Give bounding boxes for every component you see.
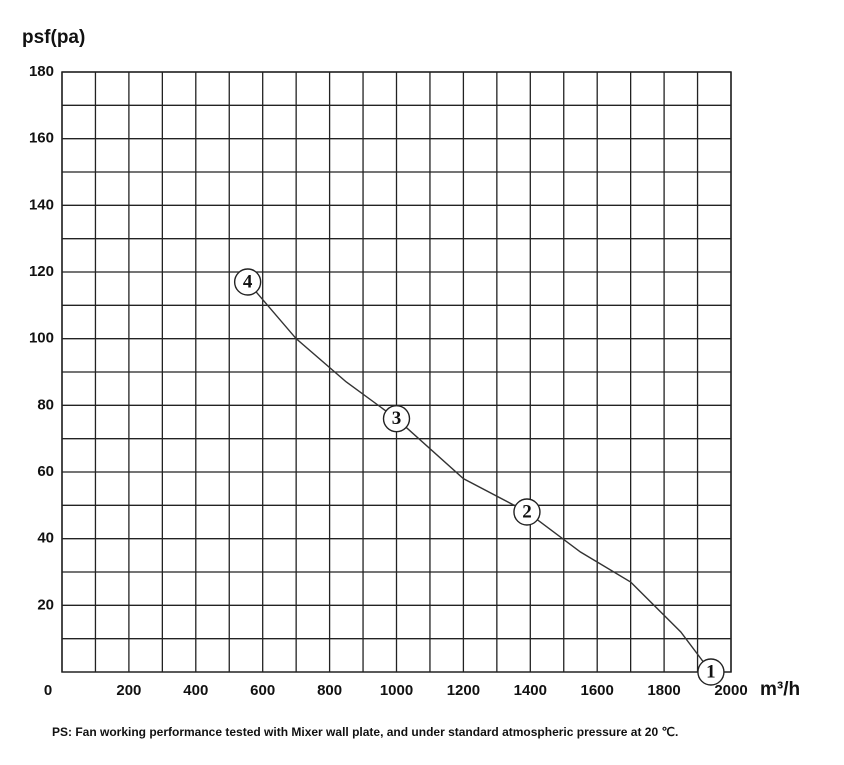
x-tick-label: 800 — [317, 682, 342, 699]
y-tick-label: 120 — [29, 263, 54, 280]
y-tick-label: 40 — [37, 530, 54, 547]
y-tick-label: 140 — [29, 196, 54, 213]
point-label: 1 — [706, 661, 716, 682]
curve — [247, 281, 712, 673]
point-label: 2 — [522, 501, 532, 522]
point-marker — [513, 498, 541, 526]
y-tick-label: 100 — [29, 330, 54, 347]
x-tick-label: 0 — [44, 682, 52, 699]
y-tick-label: 60 — [37, 463, 54, 480]
x-tick-label: 2000 — [714, 682, 747, 699]
point-label: 3 — [392, 408, 402, 429]
x-tick-label: 200 — [116, 682, 141, 699]
x-tick-label: 1400 — [514, 682, 547, 699]
x-tick-label: 600 — [250, 682, 275, 699]
y-axis-label: psf(pa) — [22, 27, 85, 48]
x-tick-label: 1200 — [447, 682, 480, 699]
y-tick-label: 180 — [29, 63, 54, 80]
x-axis-label: m³/h — [760, 679, 800, 700]
x-tick-label: 1600 — [581, 682, 614, 699]
point-marker — [382, 404, 411, 433]
y-tick-label: 80 — [37, 396, 54, 413]
point-label: 4 — [243, 271, 253, 292]
y-tick-label: 20 — [37, 596, 54, 613]
y-tick-label: 160 — [29, 130, 54, 147]
x-tick-label: 1800 — [647, 682, 680, 699]
footnote: PS: Fan working performance tested with … — [52, 725, 678, 739]
x-tick-label: 1000 — [380, 682, 413, 699]
x-tick-label: 400 — [183, 682, 208, 699]
point-marker — [233, 268, 262, 296]
point-marker — [697, 658, 725, 686]
